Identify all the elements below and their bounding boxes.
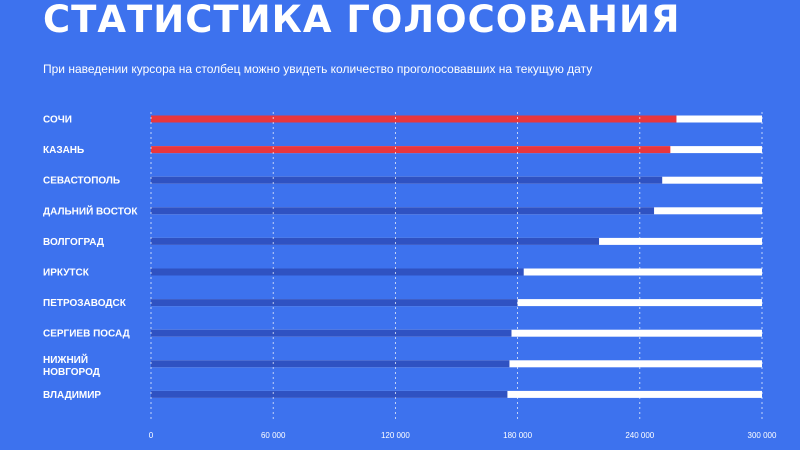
category-label: ВЛАДИМИР <box>43 390 101 401</box>
category-label: СЕРГИЕВ ПОСАД <box>43 329 130 340</box>
x-tick-label: 0 <box>149 431 154 440</box>
bar[interactable] <box>151 390 508 398</box>
bar[interactable] <box>151 115 677 123</box>
bar[interactable] <box>151 146 671 154</box>
x-tick-label: 120 000 <box>381 431 410 440</box>
x-tick-label: 180 000 <box>503 431 532 440</box>
bar[interactable] <box>151 176 663 184</box>
page-subtitle: При наведении курсора на столбец можно у… <box>43 62 593 76</box>
category-label: ДАЛЬНИЙ ВОСТОК <box>43 204 138 217</box>
category-label: СОЧИ <box>43 115 72 126</box>
x-tick-label: 60 000 <box>261 431 286 440</box>
x-tick-label: 240 000 <box>625 431 654 440</box>
category-label: ИРКУТСК <box>43 268 90 279</box>
category-label: КАЗАНЬ <box>43 145 84 156</box>
bar[interactable] <box>151 360 510 368</box>
category-label: СЕВАСТОПОЛЬ <box>43 176 120 187</box>
x-tick-label: 300 000 <box>748 431 777 440</box>
category-label: ПЕТРОЗАВОДСК <box>43 298 127 309</box>
bar[interactable] <box>151 207 655 215</box>
category-label: НИЖНИЙ НОВГОРОД <box>43 353 100 378</box>
page-title: СТАТИСТИКА ГОЛОСОВАНИЯ <box>43 0 681 41</box>
bar[interactable] <box>151 329 512 337</box>
bar[interactable] <box>151 299 518 307</box>
bar[interactable] <box>151 237 600 245</box>
category-label: ВОЛГОГРАД <box>43 237 104 248</box>
bar[interactable] <box>151 268 524 276</box>
